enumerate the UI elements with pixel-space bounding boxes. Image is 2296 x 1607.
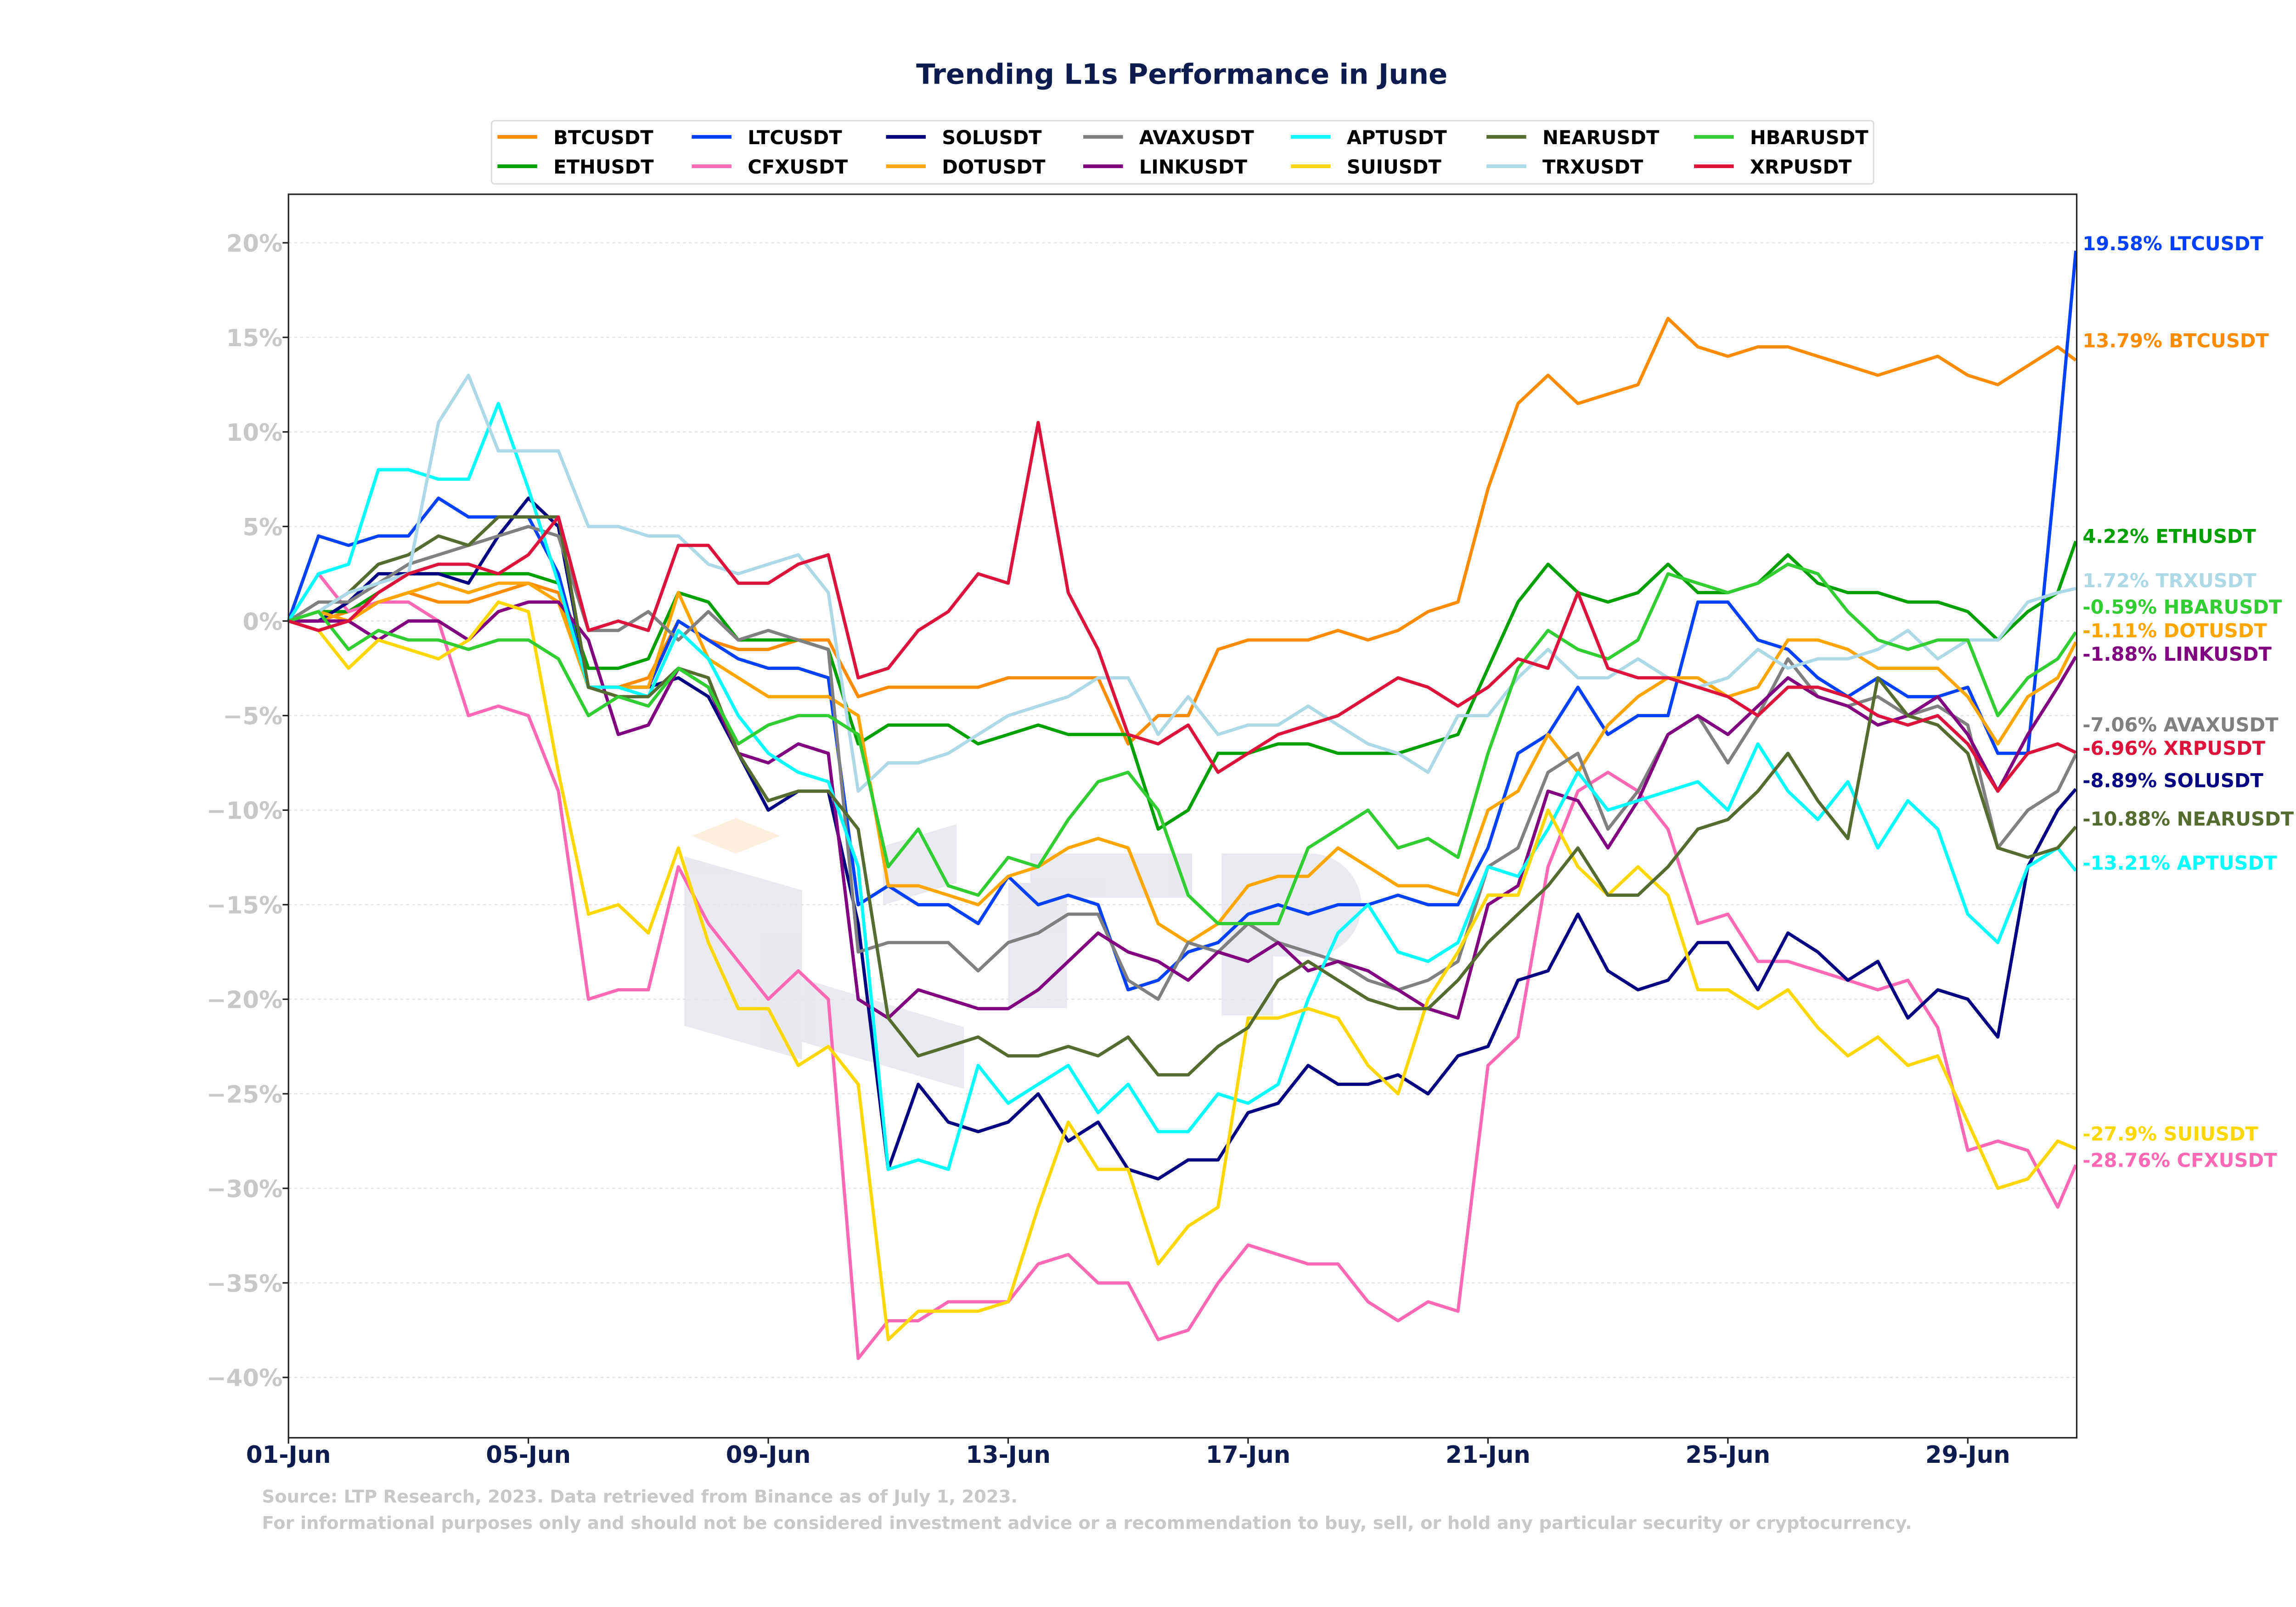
legend-item-cfxusdt: CFXUSDT	[692, 156, 848, 178]
x-axis: 01-Jun 05-Jun 09-Jun 13-Jun 17-Jun 21-Jun 25-J…	[246, 1438, 2010, 1469]
legend-item-trxusdt: TRXUSDT	[1486, 156, 1643, 178]
watermark-logo	[684, 818, 1362, 1089]
y-axis: 20% 15% 10% 5% 0% −5% −10% −15% −20% −25% −30% −35%…	[207, 230, 289, 1392]
legend-item-ethusdt: ETHUSDT	[497, 156, 654, 178]
y-tick-label: −35%	[207, 1270, 283, 1298]
legend-label: ETHUSDT	[553, 156, 654, 178]
legend-item-btcusdt: BTCUSDT	[497, 126, 653, 149]
series-line-suiusdt	[288, 600, 2077, 1342]
legend-item-suiusdt: SUIUSDT	[1290, 156, 1442, 178]
legend-item-xrpusdt: XRPUSDT	[1694, 156, 1852, 178]
end-label-cfxusdt: -28.76% CFXUSDT	[2082, 1149, 2277, 1172]
legend-item-dotusdt: DOTUSDT	[886, 156, 1046, 178]
legend-item-nearusdt: NEARUSDT	[1486, 126, 1660, 149]
gridlines	[288, 242, 2077, 1378]
end-label-aptusdt: -13.21% APTUSDT	[2082, 852, 2277, 874]
legend-item-linkusdt: LINKUSDT	[1083, 156, 1248, 178]
legend-item-solusdt: SOLUSDT	[886, 126, 1042, 149]
end-labels: -1.11% DOTUSDT-0.59% HBARUSDT -1.88% LINK…	[2082, 232, 2294, 1172]
y-tick-label: −25%	[207, 1081, 283, 1108]
legend-label: SUIUSDT	[1347, 156, 1442, 178]
end-label-btcusdt: 13.79% BTCUSDT	[2082, 329, 2269, 352]
end-label-solusdt: -8.89% SOLUSDT	[2082, 770, 2263, 792]
series-line-btcusdt	[288, 317, 2077, 746]
legend-label: APTUSDT	[1347, 126, 1447, 149]
legend-item-avaxusdt: AVAXUSDT	[1083, 126, 1254, 149]
series-line-cfxusdt	[287, 572, 2077, 1360]
legend-box	[490, 120, 1874, 185]
footer-source: Source: LTP Research, 2023. Data retriev…	[262, 1486, 1018, 1507]
y-tick-label: −20%	[207, 987, 283, 1014]
legend-label: HBARUSDT	[1750, 126, 1868, 149]
plot-frame	[287, 193, 2078, 1439]
x-tick-label: 13-Jun	[966, 1441, 1051, 1469]
end-label-ethusdt: 4.22% ETHUSDT	[2082, 525, 2256, 548]
legend-label: BTCUSDT	[553, 126, 653, 149]
y-tick-label: −30%	[207, 1175, 283, 1203]
x-tick-label: 09-Jun	[726, 1441, 811, 1469]
series-line-trxusdt	[288, 373, 2077, 793]
end-label-dotusdt: -1.11% DOTUSDT	[2082, 619, 2267, 642]
legend-label: LINKUSDT	[1139, 156, 1248, 178]
x-tick-label: 17-Jun	[1206, 1441, 1291, 1469]
x-tick-label: 01-Jun	[246, 1441, 331, 1469]
y-tick-label: −10%	[207, 798, 283, 825]
y-tick-label: 15%	[226, 325, 283, 352]
legend-label: NEARUSDT	[1542, 126, 1660, 149]
end-label-nearusdt: -10.88% NEARUSDT	[2082, 808, 2294, 830]
legend-label: DOTUSDT	[942, 156, 1046, 178]
y-tick-label: −15%	[207, 892, 283, 920]
x-tick-label: 29-Jun	[1925, 1441, 2010, 1469]
series-lines	[287, 250, 2078, 1360]
footer-disclaimer: For informational purposes only and shou…	[262, 1513, 1912, 1534]
y-tick-label: 10%	[226, 419, 283, 447]
series-line-xrpusdt	[288, 421, 2077, 793]
end-label-avaxusdt: -7.06% AVAXUSDT	[2082, 714, 2279, 736]
end-label-linkusdt: -1.88% LINKUSDT	[2082, 643, 2272, 665]
legend-item-aptusdt: APTUSDT	[1290, 126, 1447, 149]
end-label-suiusdt: -27.9% SUIUSDT	[2082, 1123, 2258, 1145]
series-line-nearusdt	[288, 515, 2077, 1077]
end-label-trxusdt: 1.72% TRXUSDT	[2082, 569, 2257, 592]
legend-item-hbarusdt: HBARUSDT	[1694, 126, 1868, 149]
y-tick-label: −5%	[223, 703, 282, 730]
legend-label: TRXUSDT	[1542, 156, 1643, 178]
end-label-ltcusdt: 19.58% LTCUSDT	[2082, 232, 2263, 255]
legend: BTCUSDT LTCUSDT SOLUSDT AVAXUSDT APTUSDT NEAR…	[490, 120, 1874, 185]
legend-label: AVAXUSDT	[1139, 126, 1255, 149]
y-tick-label: 5%	[242, 514, 282, 541]
legend-item-ltcusdt: LTCUSDT	[692, 126, 842, 149]
x-tick-label: 25-Jun	[1685, 1441, 1770, 1469]
legend-label: XRPUSDT	[1750, 156, 1852, 178]
legend-label: CFXUSDT	[748, 156, 848, 178]
end-label-hbarusdt: -0.59% HBARUSDT	[2082, 596, 2282, 618]
x-tick-label: 05-Jun	[486, 1441, 571, 1469]
x-tick-label: 21-Jun	[1446, 1441, 1531, 1469]
end-label-xrpusdt: -6.96% XRPUSDT	[2082, 737, 2265, 759]
y-tick-label: 20%	[226, 230, 283, 258]
legend-label: LTCUSDT	[748, 126, 842, 149]
legend-label: SOLUSDT	[942, 126, 1042, 149]
y-tick-label: 0%	[242, 608, 282, 636]
series-line-hbarusdt	[288, 562, 2077, 926]
chart-title: Trending L1s Performance in June	[916, 58, 1447, 91]
y-tick-label: −40%	[207, 1365, 283, 1392]
series-line-linkusdt	[288, 600, 2077, 1020]
series-line-ethusdt	[288, 540, 2077, 831]
